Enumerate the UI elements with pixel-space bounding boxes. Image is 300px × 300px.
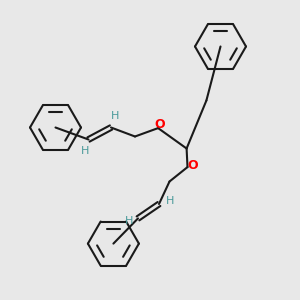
Text: H: H [111, 111, 120, 121]
Text: O: O [188, 159, 198, 172]
Text: H: H [81, 146, 90, 156]
Text: H: H [125, 216, 133, 226]
Text: O: O [154, 118, 165, 131]
Text: H: H [166, 196, 175, 206]
